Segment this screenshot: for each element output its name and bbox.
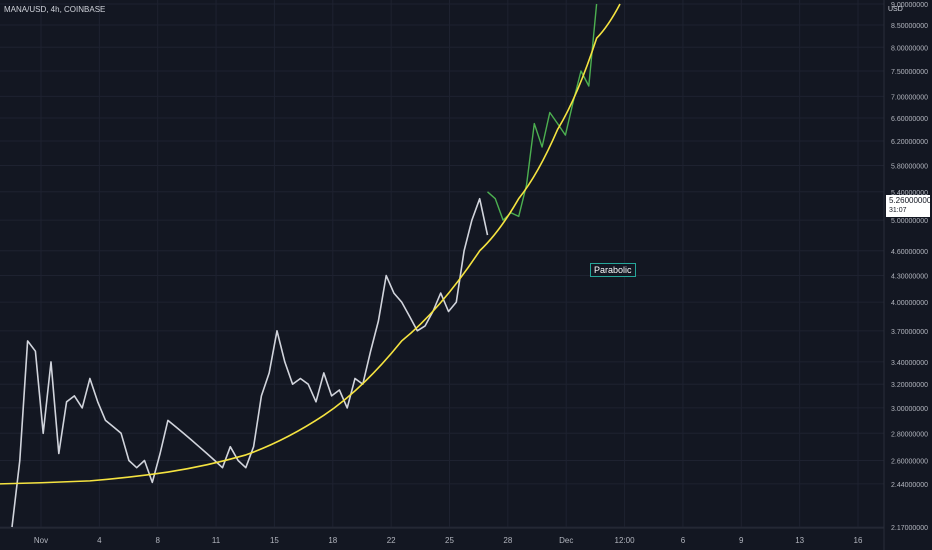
x-tick-label: 28	[503, 536, 512, 545]
y-tick-label: 8.50000000	[891, 23, 928, 30]
y-tick-label: 8.00000000	[891, 45, 928, 52]
y-tick-label: 3.00000000	[891, 406, 928, 413]
x-tick-label: 22	[387, 536, 396, 545]
x-tick-label: 15	[270, 536, 279, 545]
y-tick-label: 4.00000000	[891, 300, 928, 307]
bar-countdown: 31:07	[889, 207, 907, 214]
y-tick-label: 3.70000000	[891, 329, 928, 336]
price-line-recent	[487, 3, 598, 221]
y-tick-label: 3.40000000	[891, 360, 928, 367]
y-tick-label: 5.00000000	[891, 218, 928, 225]
y-tick-label: 4.30000000	[891, 274, 928, 281]
y-tick-label: 2.60000000	[891, 459, 928, 466]
y-tick-label: 4.60000000	[891, 249, 928, 256]
y-tick-label: 5.80000000	[891, 164, 928, 171]
x-tick-label: 18	[328, 536, 337, 545]
parabolic-curve-line	[0, 3, 621, 485]
parabolic-annotation[interactable]: Parabolic	[590, 263, 636, 277]
y-tick-label: 6.60000000	[891, 116, 928, 123]
x-tick-label: 11	[212, 536, 221, 545]
y-tick-label: 2.80000000	[891, 431, 928, 438]
y-tick-label: 9.00000000	[891, 2, 928, 9]
axis-currency-label: USD	[888, 6, 903, 13]
x-tick-label: 12:00	[615, 536, 636, 545]
symbol-title: MANA/USD, 4h, COINBASE	[4, 5, 106, 14]
y-tick-label: 2.17000000	[891, 525, 928, 532]
y-tick-label: 6.20000000	[891, 139, 928, 146]
price-line-history	[11, 197, 489, 528]
y-tick-label: 5.40000000	[891, 190, 928, 197]
x-tick-label: 8	[155, 536, 160, 545]
x-tick-label: 4	[97, 536, 102, 545]
y-tick-label: 7.00000000	[891, 94, 928, 101]
x-tick-label: 6	[681, 536, 686, 545]
x-tick-label: Nov	[34, 536, 48, 545]
y-tick-label: 7.50000000	[891, 69, 928, 76]
y-tick-label: 3.20000000	[891, 382, 928, 389]
x-tick-label: 9	[739, 536, 744, 545]
last-price-value: 5.26000000	[889, 196, 932, 205]
x-tick-label: Dec	[559, 536, 573, 545]
x-tick-label: 25	[445, 536, 454, 545]
x-tick-label: 13	[795, 536, 804, 545]
y-tick-label: 2.44000000	[891, 482, 928, 489]
x-tick-label: 16	[854, 536, 863, 545]
last-price-tag: 5.26000000 31:07	[886, 195, 932, 217]
